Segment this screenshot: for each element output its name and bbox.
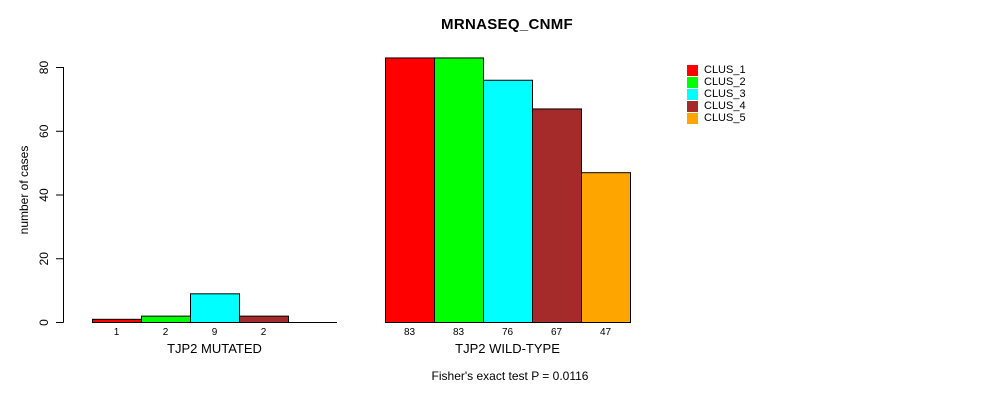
bar-value-label: 2 — [261, 327, 267, 338]
legend-swatch-clus_5 — [687, 112, 698, 124]
fisher-test-annotation: Fisher's exact test P = 0.0116 — [431, 369, 589, 383]
legend-label: CLUS_5 — [704, 112, 746, 124]
y-tick-label: 0 — [37, 319, 51, 326]
legend-swatch-clus_2 — [687, 76, 698, 88]
legend-label: CLUS_4 — [704, 100, 746, 112]
bar-clus_3-wild-type — [483, 79, 533, 323]
bar-clus_5-wild-type — [581, 172, 631, 323]
y-tick-label: 40 — [37, 188, 51, 202]
bar-value-label: 76 — [502, 327, 514, 338]
legend-item-clus_2: CLUS_2 — [687, 76, 746, 88]
bar-clus_2-mutated — [141, 315, 191, 323]
y-tick-label: 20 — [37, 252, 51, 266]
y-tick-label: 60 — [37, 124, 51, 138]
legend-swatch-clus_3 — [687, 88, 698, 100]
bar-value-label: 9 — [212, 327, 218, 338]
legend-label: CLUS_1 — [704, 64, 746, 76]
y-tick-label: 80 — [37, 61, 51, 75]
legend-swatch-clus_4 — [687, 100, 698, 112]
bar-value-label: 67 — [551, 327, 563, 338]
x-group-label-mutated: TJP2 MUTATED — [167, 341, 262, 356]
bar-value-label: 1 — [114, 327, 120, 338]
bar-value-label: 83 — [404, 327, 416, 338]
bar-clus_2-wild-type — [434, 57, 484, 323]
bar-clus_1-wild-type — [385, 57, 435, 323]
bar-clus_1-mutated — [92, 318, 142, 323]
bar-clus_4-mutated — [239, 315, 289, 323]
legend: CLUS_1 CLUS_2 CLUS_3 CLUS_4 CLUS_5 — [687, 64, 746, 124]
bar-clus_4-wild-type — [532, 108, 582, 323]
chart-title: MRNASEQ_CNMF — [441, 16, 573, 33]
legend-label: CLUS_3 — [704, 88, 746, 100]
bar-value-label: 2 — [163, 327, 169, 338]
legend-swatch-clus_1 — [687, 64, 698, 76]
bar-value-label: 47 — [600, 327, 612, 338]
bar-value-label: 83 — [453, 327, 465, 338]
x-group-label-wild-type: TJP2 WILD-TYPE — [455, 341, 560, 356]
bar-clus_3-mutated — [190, 293, 240, 323]
legend-label: CLUS_2 — [704, 76, 746, 88]
legend-item-clus_5: CLUS_5 — [687, 112, 746, 124]
legend-item-clus_1: CLUS_1 — [687, 64, 746, 76]
legend-item-clus_3: CLUS_3 — [687, 88, 746, 100]
legend-item-clus_4: CLUS_4 — [687, 100, 746, 112]
